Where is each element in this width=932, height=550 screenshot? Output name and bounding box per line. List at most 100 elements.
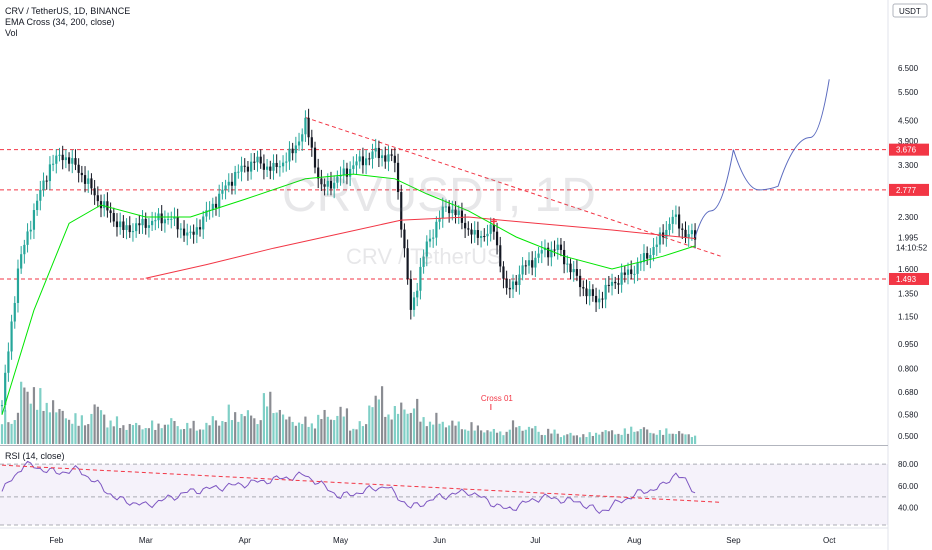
- candle-body: [87, 178, 90, 184]
- volume-bar: [10, 423, 13, 444]
- volume-bar: [633, 431, 636, 444]
- volume-bar: [285, 419, 288, 444]
- candle-body: [313, 147, 317, 168]
- candle-body: [508, 287, 511, 290]
- volume-bar: [422, 417, 425, 444]
- volume-bar: [582, 434, 585, 444]
- candle-body: [103, 201, 106, 209]
- candle-body: [202, 216, 205, 230]
- candle-body: [594, 295, 598, 303]
- candle-body: [620, 272, 623, 285]
- volume-bar: [365, 424, 368, 444]
- price-tick: 5.500: [898, 88, 919, 97]
- volume-bar: [432, 424, 435, 444]
- volume-bar: [77, 425, 80, 444]
- rsi-label[interactable]: RSI (14, close): [5, 451, 65, 461]
- volume-bar: [189, 428, 192, 444]
- volume-bar: [125, 429, 128, 444]
- candle-body: [106, 201, 109, 211]
- candle-body: [569, 263, 572, 273]
- volume-bar: [253, 418, 256, 444]
- candle-body: [119, 221, 122, 228]
- cross-icon: [490, 218, 497, 225]
- horizontal-levels[interactable]: 3.676 2.777 1.493: [0, 143, 929, 285]
- volume-bar: [294, 425, 297, 444]
- volume-bar: [674, 434, 678, 444]
- volume-bar: [202, 429, 205, 444]
- candle-body: [304, 117, 307, 135]
- candle-body: [390, 154, 393, 156]
- volume-bar: [416, 398, 419, 444]
- volume-bar: [256, 424, 259, 444]
- candle-body: [310, 137, 313, 148]
- candle-body: [492, 224, 495, 232]
- candle-body: [250, 161, 253, 172]
- candle-body: [160, 213, 163, 224]
- volume-bar: [559, 437, 563, 444]
- volume-bar: [42, 410, 45, 444]
- candle-body: [307, 117, 310, 138]
- symbol-line[interactable]: CRV / TetherUS, 1D, BINANCE: [5, 6, 131, 16]
- volume-bar: [400, 402, 403, 444]
- time-axis[interactable]: Feb Mar Apr May Jun Jul Aug Sep Oct: [0, 527, 888, 545]
- candle-body: [575, 269, 579, 276]
- volume-bar: [230, 420, 234, 444]
- candle-body: [693, 230, 697, 240]
- volume-bar: [543, 435, 547, 444]
- level-label: 1.493: [896, 275, 917, 284]
- candle-body: [499, 245, 502, 267]
- volume-bar: [61, 410, 64, 444]
- volume-bar: [39, 388, 42, 444]
- volume-bar: [630, 426, 633, 444]
- candle-body: [4, 372, 7, 406]
- volume-bar: [115, 416, 119, 444]
- volume-bar: [106, 427, 109, 444]
- candle-body: [655, 244, 658, 247]
- candle-body: [649, 254, 652, 259]
- candle-body: [617, 283, 620, 285]
- volume-bar: [141, 429, 144, 444]
- volume-bar: [131, 425, 135, 444]
- volume-bar: [684, 434, 687, 444]
- volume-bar: [90, 413, 93, 444]
- rsi-tick: 80.00: [898, 460, 919, 469]
- projection-path[interactable]: [694, 79, 830, 238]
- candle-body: [39, 189, 42, 201]
- candle-body: [681, 228, 684, 230]
- candle-body: [138, 223, 141, 226]
- candle-body: [55, 155, 58, 164]
- volume-bar: [403, 409, 406, 444]
- volume-bar: [614, 434, 617, 444]
- volume-bar: [658, 430, 662, 444]
- volume-bar: [361, 426, 365, 444]
- volume-bar: [176, 426, 179, 444]
- trendline[interactable]: [305, 116, 721, 257]
- candle-body: [32, 210, 36, 230]
- volume-bar: [483, 432, 486, 444]
- candle-body: [90, 178, 93, 189]
- volume-bar: [678, 431, 681, 444]
- volume-bar: [93, 404, 96, 444]
- rsi-panel[interactable]: 80.00 60.00 40.00: [0, 460, 919, 526]
- price-tick: 2.300: [898, 213, 919, 222]
- candle-body: [269, 166, 272, 171]
- candle-body: [626, 269, 630, 275]
- candle-body: [550, 249, 553, 258]
- candle-body: [13, 302, 16, 322]
- rsi-trendline: [1, 464, 721, 503]
- candle-body: [198, 227, 202, 230]
- volume-bar: [652, 433, 655, 444]
- price-axis[interactable]: 9.5006.5005.5004.5003.9003.3002.3001.600…: [887, 0, 928, 550]
- candle-body: [224, 185, 227, 190]
- indicator-line[interactable]: EMA Cross (34, 200, close): [5, 17, 115, 27]
- candle-body: [259, 156, 262, 164]
- volume-bar: [313, 428, 317, 444]
- volume-bar: [0, 424, 4, 444]
- volume-bar: [540, 434, 543, 444]
- volume-label[interactable]: Vol: [5, 28, 18, 38]
- candle-body: [652, 246, 655, 255]
- candle-body: [425, 241, 428, 257]
- candle-body: [166, 218, 170, 220]
- volume-bar: [598, 434, 601, 444]
